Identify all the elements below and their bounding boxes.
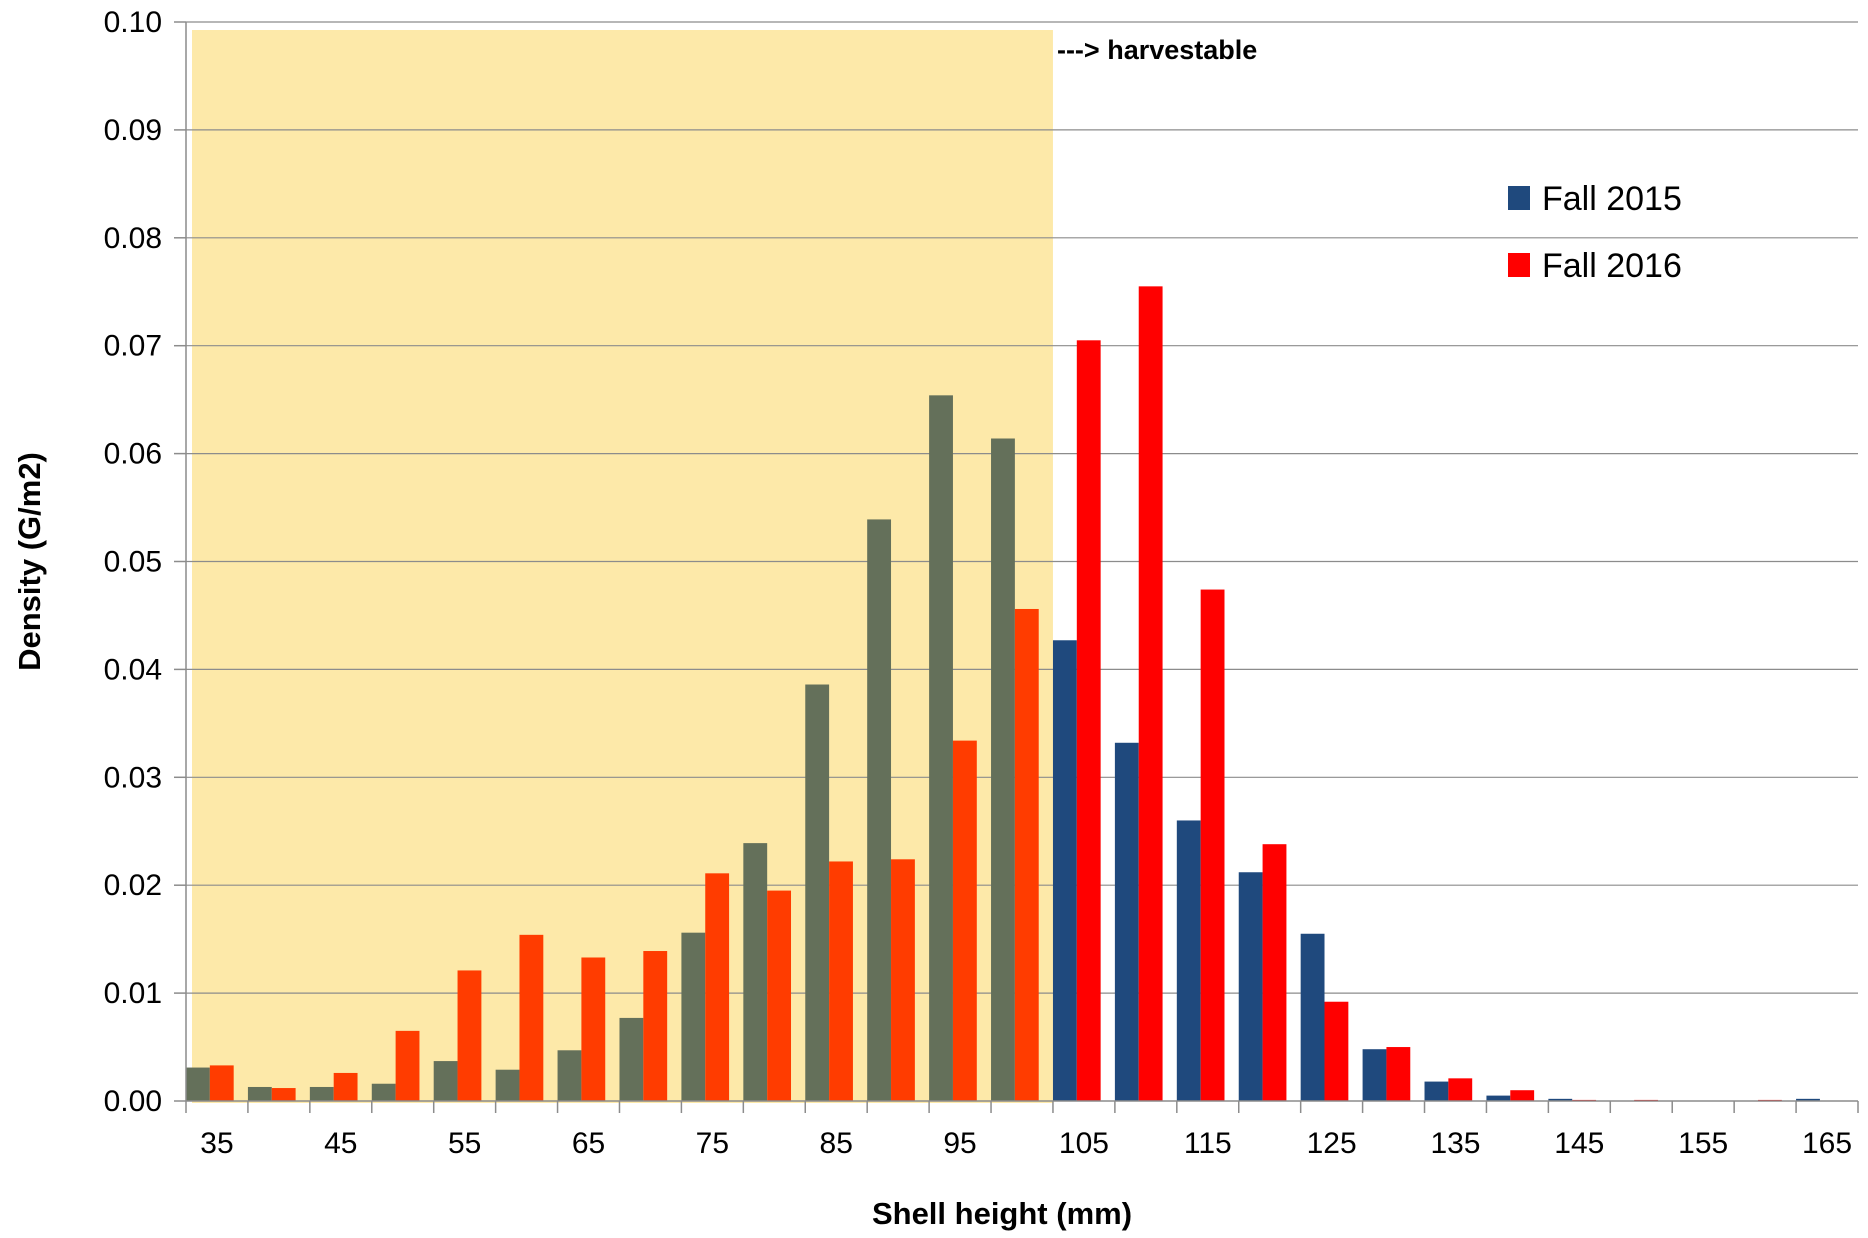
bar-fall-2015 <box>991 438 1015 1101</box>
bar-fall-2016 <box>1200 589 1225 1101</box>
x-tick-label: 105 <box>1059 1127 1109 1160</box>
bar-fall-2016 <box>581 957 606 1101</box>
legend-swatch <box>1508 253 1530 277</box>
y-tick-labels: 0.00 0.01 0.02 0.03 0.04 0.05 0.06 0.07 0.08 0.09… <box>104 6 162 1118</box>
bar-fall-2015 <box>495 1069 520 1101</box>
bar-fall-2016 <box>395 1030 420 1101</box>
annotations: ---> harvestable <box>1057 35 1257 65</box>
x-tick-label: 115 <box>1184 1127 1232 1160</box>
bar-fall-2015 <box>743 843 768 1101</box>
harvestable-annotation: ---> harvestable <box>1057 35 1257 65</box>
bar-fall-2015 <box>1052 640 1077 1101</box>
x-tick-label: 65 <box>572 1127 605 1160</box>
bar-fall-2015 <box>371 1083 396 1101</box>
y-tick-label: 0.01 <box>104 977 162 1010</box>
x-tick-label: 55 <box>448 1127 481 1160</box>
bar-fall-2015 <box>1362 1049 1387 1101</box>
x-tick-label: 165 <box>1802 1127 1852 1160</box>
x-tick-label: 75 <box>696 1127 729 1160</box>
x-tick-label: 145 <box>1554 1127 1604 1160</box>
bar-fall-2015 <box>247 1086 272 1101</box>
bar-fall-2016 <box>952 740 977 1101</box>
bar-fall-2016 <box>705 873 730 1101</box>
y-tick-label: 0.10 <box>104 6 162 39</box>
bar-fall-2015 <box>1796 1098 1820 1101</box>
bar-fall-2016 <box>1138 286 1163 1102</box>
bar-fall-2015 <box>309 1086 334 1101</box>
bar-fall-2016 <box>1324 1001 1349 1101</box>
bar-fall-2015 <box>186 1067 210 1101</box>
legend-label: Fall 2016 <box>1542 247 1682 285</box>
bar-fall-2015 <box>1548 1098 1573 1101</box>
bar-fall-2016 <box>333 1072 358 1101</box>
bar-fall-2016 <box>519 934 544 1101</box>
legend-swatch <box>1508 186 1530 210</box>
x-tick-label: 35 <box>200 1127 233 1160</box>
bar-fall-2015 <box>1486 1095 1511 1101</box>
axes <box>174 21 1859 1113</box>
y-axis-title: Density (G/m2) <box>12 452 47 671</box>
bar-fall-2016 <box>1510 1090 1535 1101</box>
bar-fall-2016 <box>271 1088 296 1101</box>
bar-fall-2016 <box>1386 1047 1411 1101</box>
gridlines <box>186 21 1858 994</box>
x-tick-labels: 35 45 55 65 75 85 95 105 115 125 135 145 155 165 <box>200 1127 1852 1160</box>
bar-fall-2016 <box>1448 1078 1473 1101</box>
bar-fall-2016 <box>643 951 668 1101</box>
bar-fall-2016 <box>1014 608 1039 1101</box>
legend: Fall 2015 Fall 2016 <box>1508 180 1682 285</box>
bar-fall-2015 <box>433 1061 458 1101</box>
y-tick-label: 0.02 <box>104 869 162 902</box>
bar-fall-2016 <box>829 861 853 1101</box>
y-tick-label: 0.06 <box>104 438 162 471</box>
y-tick-label: 0.04 <box>104 653 162 686</box>
x-tick-label: 125 <box>1307 1127 1357 1160</box>
x-tick-label: 85 <box>820 1127 853 1160</box>
y-tick-label: 0.00 <box>104 1085 162 1118</box>
legend-label: Fall 2015 <box>1542 180 1682 218</box>
bar-fall-2016 <box>209 1065 234 1101</box>
bars <box>186 286 1820 1102</box>
bar-fall-2016 <box>1076 340 1101 1101</box>
x-tick-label: 95 <box>943 1127 976 1160</box>
x-tick-label: 45 <box>324 1127 357 1160</box>
bar-fall-2015 <box>1114 742 1139 1101</box>
bar-fall-2015 <box>1424 1081 1449 1101</box>
harvest-shade-layer <box>192 30 1053 1103</box>
bar-fall-2015 <box>929 395 953 1102</box>
x-tick-label: 155 <box>1678 1127 1728 1160</box>
harvest-region-shade <box>192 30 1053 1103</box>
bar-fall-2015 <box>1238 872 1263 1101</box>
bar-fall-2016 <box>767 890 792 1101</box>
y-tick-label: 0.08 <box>104 222 162 255</box>
bar-fall-2015 <box>1176 820 1201 1101</box>
bar-fall-2015 <box>681 932 706 1101</box>
x-tick-label: 135 <box>1430 1127 1480 1160</box>
bar-fall-2015 <box>557 1050 582 1101</box>
y-tick-label: 0.07 <box>104 330 162 363</box>
bar-fall-2015 <box>867 519 892 1101</box>
y-tick-label: 0.05 <box>104 546 162 579</box>
bar-fall-2015 <box>805 684 830 1101</box>
bar-fall-2015 <box>619 1017 644 1101</box>
bar-fall-2015 <box>1300 933 1325 1101</box>
bar-fall-2016 <box>1262 844 1287 1101</box>
y-tick-label: 0.03 <box>104 761 162 794</box>
x-axis-title: Shell height (mm) <box>872 1196 1132 1231</box>
y-tick-label: 0.09 <box>104 114 162 147</box>
bar-fall-2016 <box>457 970 482 1101</box>
bar-fall-2016 <box>891 859 915 1101</box>
